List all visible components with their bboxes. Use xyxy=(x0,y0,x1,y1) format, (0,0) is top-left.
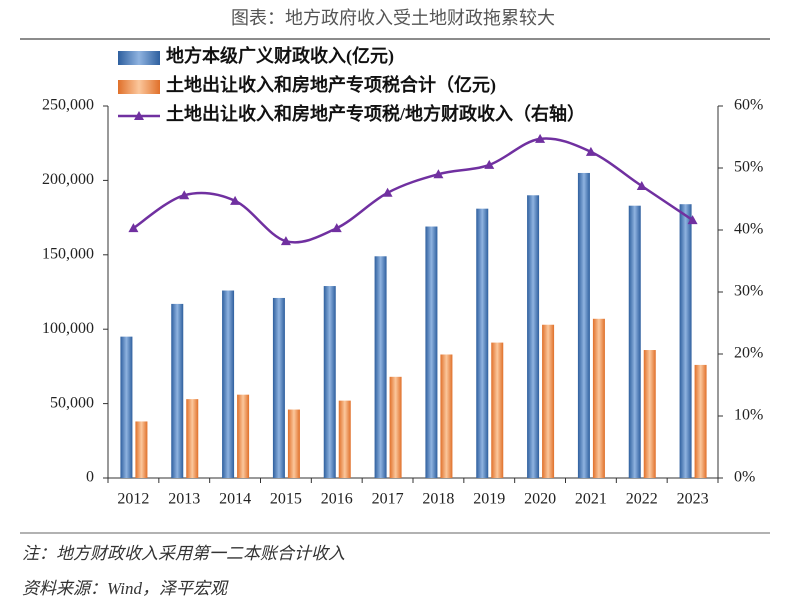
legend-swatch xyxy=(118,51,160,65)
legend-marker xyxy=(134,111,144,120)
bar xyxy=(643,350,656,478)
bar xyxy=(287,409,300,478)
legend-label: 土地出让收入和房地产专项税/地方财政收入（右轴） xyxy=(166,103,585,124)
y2-tick-label: 20% xyxy=(734,345,763,362)
note: 注：地方财政收入采用第一二本账合计收入 xyxy=(22,544,345,563)
bar xyxy=(679,204,692,478)
marker xyxy=(331,223,342,233)
y2-tick-label: 0% xyxy=(734,469,755,486)
x-tick-label: 2012 xyxy=(117,491,149,508)
bar xyxy=(272,297,285,478)
line xyxy=(132,137,694,244)
y2-tick-label: 40% xyxy=(734,221,763,238)
y-tick-label: 250,000 xyxy=(42,97,94,114)
x-tick-label: 2014 xyxy=(219,491,251,508)
legend-label: 地方本级广义财政收入(亿元) xyxy=(166,45,394,67)
x-tick-label: 2019 xyxy=(473,491,505,508)
bar xyxy=(440,354,453,478)
legend-swatch xyxy=(118,80,160,94)
y-tick-label: 50,000 xyxy=(50,394,94,411)
marker xyxy=(230,195,241,205)
bar xyxy=(491,342,504,478)
legend-label: 土地出让收入和房地产专项税合计（亿元) xyxy=(166,74,496,96)
bar xyxy=(222,290,235,478)
bar xyxy=(171,303,184,478)
x-tick-label: 2017 xyxy=(372,491,404,508)
x-tick-label: 2016 xyxy=(321,491,353,508)
bar xyxy=(592,318,605,478)
y-tick-label: 150,000 xyxy=(42,245,94,262)
bar xyxy=(694,364,707,478)
bar xyxy=(389,376,402,478)
x-tick-label: 2015 xyxy=(270,491,302,508)
y2-tick-label: 30% xyxy=(734,283,763,300)
marker xyxy=(128,223,139,233)
y2-tick-label: 60% xyxy=(734,97,763,114)
bar xyxy=(476,208,489,478)
bar xyxy=(628,205,641,479)
y-tick-label: 0 xyxy=(86,469,94,486)
marker xyxy=(484,159,495,169)
x-tick-label: 2022 xyxy=(626,491,658,508)
bar xyxy=(237,394,250,478)
bar xyxy=(135,421,148,478)
y2-tick-label: 50% xyxy=(734,159,763,176)
x-tick-label: 2021 xyxy=(575,491,607,508)
marker xyxy=(585,146,596,156)
bar xyxy=(577,172,590,478)
bar xyxy=(120,336,133,478)
y-tick-label: 200,000 xyxy=(42,171,94,188)
bar xyxy=(527,195,540,478)
bar xyxy=(374,256,387,478)
y2-tick-label: 10% xyxy=(734,407,763,424)
marker xyxy=(382,187,393,197)
bar xyxy=(425,226,438,478)
marker xyxy=(280,236,291,246)
bar xyxy=(338,400,351,478)
x-tick-label: 2018 xyxy=(422,491,454,508)
chart-title: 图表：地方政府收入受土地财政拖累较大 xyxy=(231,8,555,28)
source: 资料来源：Wind，泽平宏观 xyxy=(22,579,229,598)
x-tick-label: 2020 xyxy=(524,491,556,508)
bar xyxy=(186,399,199,478)
bar xyxy=(542,324,555,478)
marker xyxy=(433,169,444,179)
y-tick-label: 100,000 xyxy=(42,320,94,337)
x-tick-label: 2023 xyxy=(677,491,709,508)
x-tick-label: 2013 xyxy=(168,491,200,508)
bar xyxy=(323,286,336,478)
marker xyxy=(636,180,647,190)
marker xyxy=(179,190,190,200)
marker xyxy=(535,133,546,143)
marker xyxy=(687,215,698,225)
